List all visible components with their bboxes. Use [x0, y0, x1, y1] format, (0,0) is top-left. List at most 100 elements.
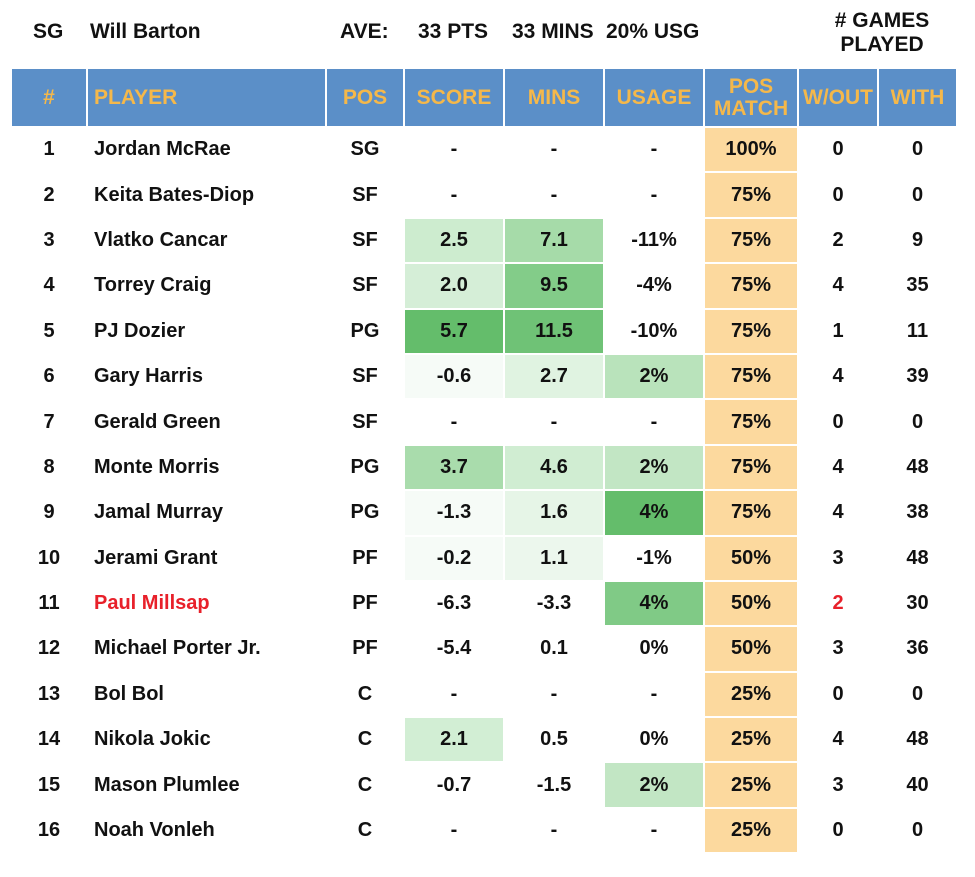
cell-num: 8	[43, 455, 55, 478]
cell-score: 5.7	[405, 309, 503, 353]
cell-score: -0.6	[405, 354, 503, 399]
cell-pos-match: 50%	[705, 581, 797, 626]
cell-player: Noah Vonleh	[94, 819, 215, 842]
table-body: 1 Jordan McRae SG - - -100% 0 0 2 Keita Bates-Dio…	[12, 128, 956, 853]
player-table: # PLAYER POS SCORE MINS USAGE POS MATCH …	[10, 67, 958, 854]
table-row: 13 Bol Bol C - - - 25% 0 0	[12, 672, 956, 717]
col-header-usage: USAGE	[605, 69, 703, 126]
cell-score: 2.0	[405, 264, 503, 308]
cell-mins: 7.1	[505, 218, 603, 263]
cell-mins: 1.6	[505, 491, 603, 535]
cell-pos-match: 75%	[705, 491, 797, 535]
cell-pos: C	[357, 819, 373, 842]
cell-wout: 0	[832, 183, 844, 206]
header-pts: 33 PTS	[418, 20, 489, 43]
cell-pos: SF	[352, 365, 378, 388]
cell-score: -	[450, 819, 458, 842]
cell-player: Gerald Green	[94, 410, 221, 433]
games-played-heading-line2: PLAYED	[840, 33, 924, 56]
cell-num: 15	[37, 773, 61, 796]
table-row: 7 Gerald Green SF - - - 75% 0 0	[12, 400, 956, 444]
cell-pos-match: 75%	[705, 218, 797, 263]
cell-num: 5	[43, 319, 55, 342]
cell-mins: 0.5	[540, 728, 568, 751]
cell-mins: -	[550, 682, 558, 705]
cell-pos: SF	[352, 274, 378, 297]
cell-usage: 0%	[639, 637, 669, 660]
cell-pos: PG	[350, 319, 380, 342]
cell-score: 2.5	[405, 218, 503, 263]
cell-usage: -11%	[631, 228, 677, 251]
cell-with: 36	[906, 637, 929, 660]
cell-with: 0	[911, 682, 924, 705]
cell-score: -	[450, 682, 458, 705]
cell-with: 9	[911, 228, 924, 251]
cell-player: Paul Millsap	[94, 592, 210, 615]
cell-player: Monte Morris	[94, 455, 220, 478]
cell-player: Jordan McRae	[94, 138, 231, 161]
col-header-pos-match: POS MATCH	[705, 69, 797, 126]
cell-wout: 1	[832, 319, 844, 342]
cell-usage: -	[650, 138, 658, 161]
cell-wout: 3	[832, 637, 844, 660]
cell-score: -	[450, 138, 458, 161]
cell-pos-match: 100%	[705, 128, 797, 172]
table-row: 4 Torrey Craig SF 2.0 9.5 -4% 75% 4 35	[12, 264, 956, 308]
cell-player: Jamal Murray	[94, 501, 223, 524]
cell-pos: SF	[352, 183, 378, 206]
cell-num: 12	[37, 637, 61, 660]
table-row: 8 Monte Morris PG 3.7 4.6 2% 75% 4 48	[12, 445, 956, 490]
cell-player: Keita Bates-Diop	[94, 183, 255, 206]
cell-wout: 3	[832, 773, 844, 796]
cell-mins: -	[550, 183, 558, 206]
cell-num: 10	[37, 546, 61, 569]
games-played-heading: # GAMES PLAYED	[822, 9, 942, 57]
cell-player: Mason Plumlee	[94, 773, 240, 796]
cell-score: -0.7	[436, 773, 472, 796]
cell-pos: C	[357, 728, 373, 751]
col-header-pos-match-line1: POS	[728, 74, 774, 98]
cell-num: 3	[43, 228, 55, 251]
cell-score: -	[450, 410, 458, 433]
cell-with: 11	[906, 319, 929, 342]
cell-wout: 2	[832, 228, 844, 251]
cell-score: -0.2	[405, 536, 503, 580]
cell-pos-match: 50%	[705, 536, 797, 580]
cell-num: 7	[43, 410, 55, 433]
cell-pos: C	[357, 773, 373, 796]
cell-num: 16	[37, 819, 61, 842]
cell-pos: PF	[352, 637, 378, 660]
cell-wout: 4	[832, 455, 844, 478]
cell-with: 0	[911, 819, 924, 842]
cell-score: -5.4	[436, 637, 472, 660]
table-header-row: # PLAYER POS SCORE MINS USAGE POS MATCH …	[12, 69, 956, 126]
header-mins: 33 MINS	[512, 20, 594, 43]
table-row: 3 Vlatko Cancar SF 2.5 7.1 -11% 75% 2 9	[12, 218, 956, 263]
cell-usage: 0%	[639, 728, 669, 751]
cell-with: 0	[911, 183, 924, 206]
games-played-heading-line1: # GAMES	[834, 9, 930, 32]
cell-wout: 0	[832, 138, 844, 161]
cell-pos-match: 75%	[705, 309, 797, 353]
cell-pos: SF	[352, 410, 378, 433]
col-header-mins: MINS	[505, 69, 603, 126]
cell-with: 48	[906, 546, 929, 569]
header-usg: 20% USG	[606, 20, 700, 43]
cell-mins: 0.1	[540, 637, 568, 660]
table-row: 12 Michael Porter Jr. PF -5.4 0.1 0% 50% 3 36	[12, 627, 956, 671]
cell-mins: -	[550, 819, 558, 842]
table-row: 14 Nikola Jokic C 2.1 0.5 0% 25% 4 48	[12, 718, 956, 762]
header-ave-label: AVE:	[340, 20, 389, 43]
cell-with: 48	[906, 455, 929, 478]
cell-pos-match: 75%	[705, 264, 797, 308]
cell-usage: 2%	[605, 445, 703, 490]
cell-score: 3.7	[405, 445, 503, 490]
col-header-score: SCORE	[405, 69, 503, 126]
cell-score: 2.1	[405, 718, 503, 762]
cell-wout: 4	[832, 501, 844, 524]
col-header-wout: W/OUT	[799, 69, 877, 126]
cell-num: 13	[37, 682, 61, 705]
cell-pos: PG	[350, 455, 380, 478]
cell-num: 4	[43, 274, 55, 297]
cell-player: Bol Bol	[94, 682, 164, 705]
